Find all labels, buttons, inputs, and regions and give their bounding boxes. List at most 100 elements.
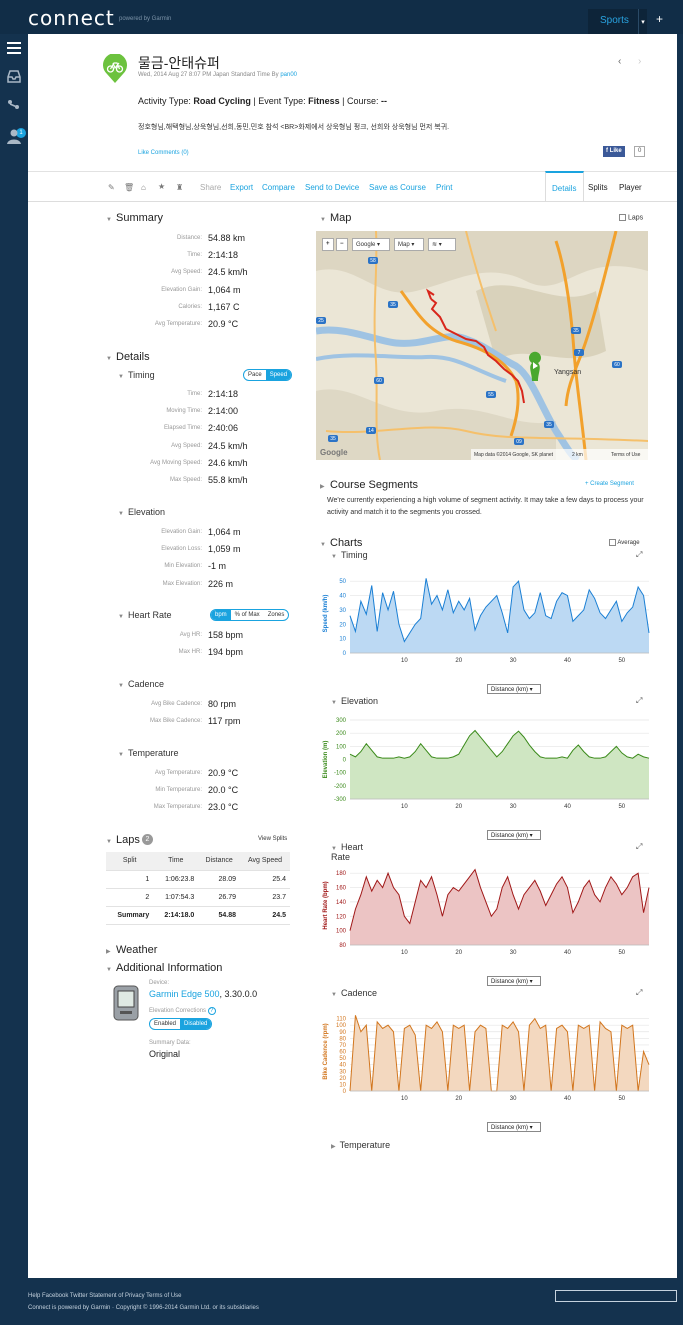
laps-col-avg-speed[interactable]: Avg Speed	[240, 852, 290, 871]
elevation-corrections-toggle[interactable]: Enabled Disabled	[149, 1018, 213, 1030]
inbox-icon[interactable]	[6, 68, 22, 84]
map-terms-link[interactable]: Terms of Use	[611, 452, 641, 458]
disabled-option[interactable]: Disabled	[180, 1019, 212, 1029]
footer-links[interactable]: Help Facebook Twitter Statement of Priva…	[28, 1293, 182, 1299]
expand-chart-icon[interactable]: ⤢	[636, 696, 643, 705]
save-as-course-link[interactable]: Save as Course	[369, 183, 426, 192]
bank-icon[interactable]: ⌂	[141, 183, 146, 192]
laps-checkbox[interactable]: Laps	[619, 214, 643, 221]
zoom-out-button[interactable]: −	[336, 238, 348, 251]
edit-icon[interactable]: ✎	[108, 183, 115, 192]
chart-title[interactable]: ▼ Elevation	[331, 696, 378, 706]
pace-speed-toggle[interactable]: Pace Speed	[243, 369, 293, 381]
weather-header[interactable]: ▶ Weather	[106, 944, 157, 956]
charts-header[interactable]: ▼ Charts	[320, 537, 362, 549]
table-row[interactable]: 2 1:07:54.3 26.79 23.7	[106, 888, 290, 907]
chart-title[interactable]: ▼ Heart Rate	[331, 842, 363, 862]
device-link[interactable]: Garmin Edge 500	[149, 989, 220, 999]
laps-col-time[interactable]: Time	[153, 852, 199, 871]
event-type[interactable]: Fitness	[308, 96, 340, 106]
create-segment-link[interactable]: + Create Segment	[585, 481, 634, 487]
chart-svg[interactable]: 80 100 120 140 160 180 10 20 30 40 50 Heart Rate (b…	[318, 850, 653, 965]
sports-menu[interactable]: Sports	[588, 9, 638, 34]
tab-player[interactable]: Player	[619, 183, 642, 192]
facebook-like-button[interactable]: f Like	[603, 146, 625, 157]
laps-col-distance[interactable]: Distance	[198, 852, 241, 871]
temperature-header[interactable]: ▼ Temperature	[118, 748, 178, 758]
x-axis-select[interactable]: Distance (km) ▾	[487, 1122, 541, 1132]
course-value[interactable]: --	[381, 96, 388, 106]
checkbox-icon[interactable]	[609, 539, 616, 546]
connections-icon[interactable]	[6, 96, 22, 112]
activity-user[interactable]: pan00	[280, 72, 298, 78]
chart-title[interactable]: ▼ Timing	[331, 550, 368, 560]
prev-activity-icon[interactable]: ‹	[618, 56, 622, 67]
details-header[interactable]: ▼ Details	[106, 351, 150, 363]
activity-type[interactable]: Road Cycling	[193, 96, 251, 106]
x-axis-select[interactable]: Distance (km) ▾	[487, 684, 541, 694]
map-type-select[interactable]: Map ▾	[394, 238, 424, 251]
compare-link[interactable]: Compare	[262, 183, 295, 192]
map-layers-button[interactable]: ≋ ▾	[428, 238, 456, 251]
zoom-in-button[interactable]: +	[322, 238, 334, 251]
enabled-option[interactable]: Enabled	[154, 1021, 177, 1027]
trophy-icon[interactable]: ♜	[176, 183, 184, 192]
collapse-icon: ▼	[106, 217, 112, 223]
map-canvas[interactable]: 58 35 25 60 14 35 55 35 60 7 35 09 Yangs…	[316, 231, 648, 460]
cadence-header[interactable]: ▼ Cadence	[118, 679, 164, 689]
table-row[interactable]: Summary 2:14:18.0 54.88 24.5	[106, 906, 290, 925]
speed-option[interactable]: Speed	[265, 370, 292, 380]
checkbox-icon[interactable]	[619, 214, 626, 221]
heart-rate-header[interactable]: ▼ Heart Rate	[118, 610, 171, 620]
chart-title[interactable]: ▼ Cadence	[331, 988, 377, 998]
heart-rate-toggle[interactable]: bpm% of Max Zones	[210, 609, 290, 621]
zones-option[interactable]: Zones	[267, 612, 285, 618]
pace-option[interactable]: Pace	[248, 372, 262, 378]
connect-logo[interactable]: connect	[28, 6, 115, 30]
route-map[interactable]: 58 35 25 60 14 35 55 35 60 7 35 09 Yangs…	[316, 231, 648, 460]
tab-details[interactable]: Details	[545, 171, 584, 202]
stat-value: -1 m	[208, 561, 226, 572]
favorite-star-icon[interactable]: ★	[158, 182, 166, 191]
summary-header[interactable]: ▼ Summary	[106, 212, 163, 224]
profile-icon[interactable]	[6, 128, 22, 144]
map-provider-select[interactable]: Google ▾	[352, 238, 390, 251]
menu-icon[interactable]	[6, 40, 22, 56]
laps-col-split[interactable]: Split	[106, 852, 154, 871]
activity-title[interactable]: 물금-안태슈퍼	[138, 55, 220, 71]
sports-caret-icon[interactable]: ▾	[638, 9, 647, 34]
footer: Help Facebook Twitter Statement of Priva…	[28, 1290, 259, 1314]
activity-description[interactable]: 정호형님,해택형님,상욱형님,선희,동민,민호 참석 <BR>화제에서 상욱형님…	[138, 124, 450, 131]
expand-chart-icon[interactable]: ⤢	[636, 842, 643, 851]
course-segments-header[interactable]: ▶ Course Segments	[320, 479, 418, 491]
average-checkbox[interactable]: Average	[609, 539, 640, 546]
elevation-header[interactable]: ▼ Elevation	[118, 507, 165, 517]
next-activity-icon[interactable]: ›	[638, 56, 642, 67]
table-row[interactable]: 1 1:06:23.8 28.09 25.4	[106, 870, 290, 889]
share-link[interactable]: Share	[200, 183, 222, 192]
export-link[interactable]: Export	[230, 183, 254, 192]
like-comments-link[interactable]: Like Comments (0)	[138, 150, 189, 156]
temperature-chart-header[interactable]: ▶ Temperature	[331, 1140, 390, 1150]
tab-splits[interactable]: Splits	[588, 183, 608, 192]
additional-info-header[interactable]: ▼ Additional Information	[106, 962, 222, 974]
delete-icon[interactable]: 🗑	[124, 183, 135, 192]
chart-svg[interactable]: 0 10 20 30 40 50 10 20 30 40 50 Speed (km/h)	[318, 558, 653, 673]
send-to-device-link[interactable]: Send to Device	[305, 183, 360, 192]
x-axis-select[interactable]: Distance (km) ▾	[487, 976, 541, 986]
print-link[interactable]: Print	[436, 183, 453, 192]
help-icon[interactable]: ?	[207, 1007, 216, 1015]
route-marker: 35	[330, 436, 336, 442]
view-splits-link[interactable]: View Splits	[258, 836, 288, 842]
laps-header[interactable]: ▼ Laps	[106, 834, 140, 846]
chart-svg[interactable]: -300 -200 -100 0 100 200 300 10 20 30 40 50 Elevatio…	[318, 704, 653, 819]
add-button[interactable]: +	[656, 12, 664, 26]
timing-header[interactable]: ▼ Timing	[118, 370, 155, 380]
x-axis-select[interactable]: Distance (km) ▾	[487, 830, 541, 840]
bpm-option[interactable]: bpm	[211, 610, 231, 620]
map-header[interactable]: ▼ Map	[320, 212, 351, 224]
expand-chart-icon[interactable]: ⤢	[636, 550, 643, 559]
percent-max-option[interactable]: % of Max	[234, 612, 260, 618]
expand-chart-icon[interactable]: ⤢	[636, 988, 643, 997]
